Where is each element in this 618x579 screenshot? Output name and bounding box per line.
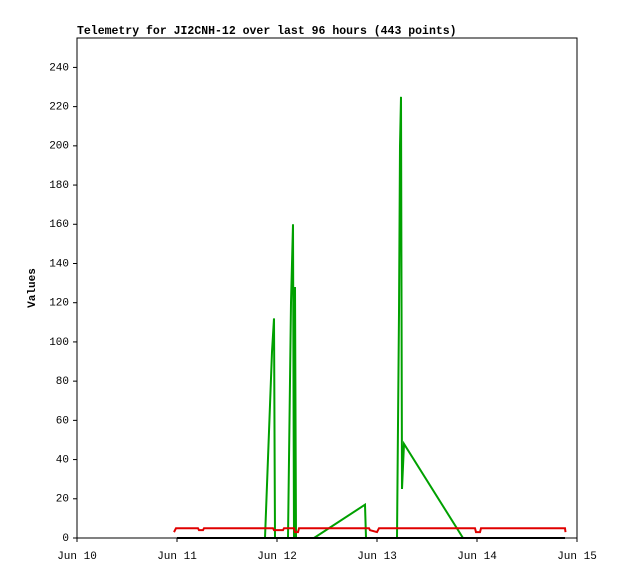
x-tick-label: Jun 11 <box>157 551 197 563</box>
plot-frame <box>76 37 578 539</box>
y-tick-label: 100 <box>49 337 69 349</box>
y-tick-label: 80 <box>56 376 69 388</box>
y-axis-label: Values <box>27 268 39 308</box>
x-tick-label: Jun 15 <box>557 551 597 563</box>
y-tick-label: 0 <box>62 533 69 545</box>
y-tick-label: 140 <box>49 258 69 270</box>
x-tick-label: Jun 13 <box>357 551 397 563</box>
y-tick-label: 40 <box>56 454 69 466</box>
x-tick-label: Jun 14 <box>457 551 497 563</box>
series-line <box>173 527 567 534</box>
y-tick-label: 240 <box>49 62 69 74</box>
y-tick-label: 200 <box>49 141 69 153</box>
y-tick-label: 20 <box>56 494 69 506</box>
chart-title: Telemetry for JI2CNH-12 over last 96 hou… <box>77 25 457 38</box>
y-tick-label: 160 <box>49 219 69 231</box>
series-line <box>264 96 464 539</box>
y-tick-label: 180 <box>49 180 69 192</box>
y-tick-label: 220 <box>49 102 69 114</box>
x-tick-label: Jun 12 <box>257 551 297 563</box>
y-tick-label: 120 <box>49 298 69 310</box>
x-tick-label: Jun 10 <box>57 551 97 563</box>
y-tick-label: 60 <box>56 415 69 427</box>
